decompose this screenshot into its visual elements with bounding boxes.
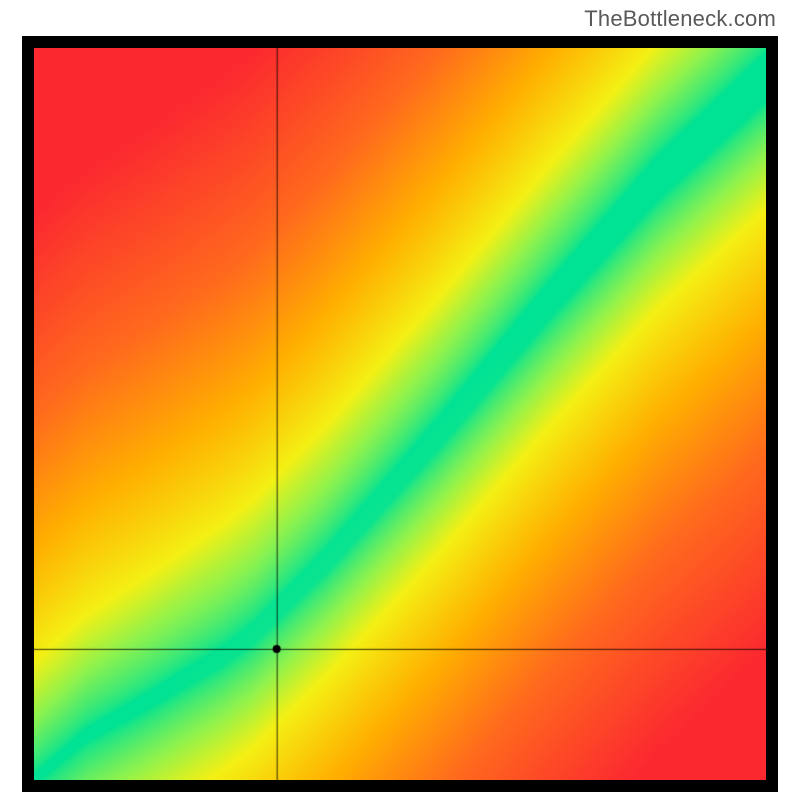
root: TheBottleneck.com [0, 0, 800, 800]
watermark-text: TheBottleneck.com [584, 6, 776, 32]
bottleneck-heatmap [34, 48, 766, 780]
